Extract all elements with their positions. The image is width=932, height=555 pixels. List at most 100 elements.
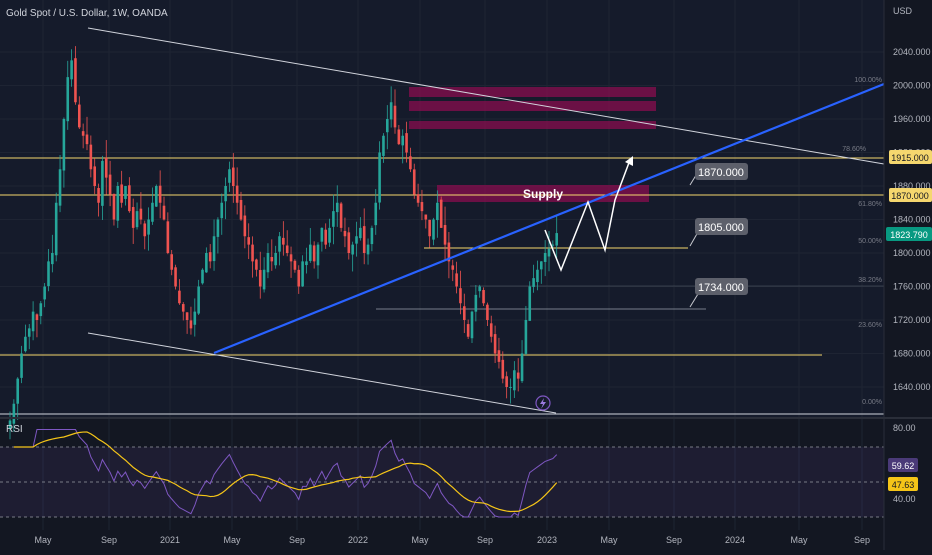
time-tick-label: Sep	[289, 535, 305, 545]
candle-body	[66, 77, 70, 122]
candle-body	[78, 104, 81, 128]
time-tick-label: 2022	[348, 535, 368, 545]
candle-body	[27, 328, 31, 337]
candle-body	[409, 156, 412, 170]
candle-body	[289, 254, 293, 262]
candle-body	[397, 129, 401, 145]
candle-body	[343, 230, 347, 237]
candle-body	[528, 286, 532, 321]
candle-body	[151, 202, 154, 222]
rsi-axis-80: 80.00	[893, 423, 916, 433]
candle-body	[47, 261, 50, 287]
rsi-ma-value-text: 47.63	[892, 480, 915, 490]
candle-body	[416, 194, 420, 203]
price-tick-label: 1720.000	[893, 315, 931, 325]
chart-title: Gold Spot / U.S. Dollar, 1W, OANDA	[6, 8, 168, 19]
candle-body	[232, 167, 235, 186]
candle-body	[216, 219, 220, 237]
candle-body	[143, 223, 147, 237]
callout-1805[interactable]: 1805.000	[689, 218, 748, 247]
candle-body	[139, 208, 143, 220]
candle-body	[332, 211, 335, 227]
candle-body	[81, 131, 85, 136]
candle-body	[374, 202, 378, 226]
candle-body	[155, 186, 158, 207]
candle-body	[463, 306, 466, 320]
callout-box	[695, 218, 748, 235]
candle-body	[251, 244, 254, 262]
time-tick-label: Sep	[854, 535, 870, 545]
candle-body	[547, 248, 551, 257]
candle-body	[58, 169, 62, 206]
fib-label-786: 78.60%	[842, 146, 866, 153]
time-tick-label: May	[223, 535, 241, 545]
candle-body	[424, 214, 428, 220]
rsi-title: RSI	[6, 424, 23, 435]
candle-body	[436, 202, 439, 221]
candle-body	[228, 169, 231, 183]
candle-body	[359, 227, 362, 239]
candle-body	[135, 211, 139, 228]
candle-body	[486, 304, 489, 320]
candle-body	[278, 236, 281, 252]
candle-body	[378, 152, 381, 203]
callout-box	[695, 163, 748, 180]
rsi-axis-40: 40.00	[893, 494, 916, 504]
candle-body	[258, 270, 262, 287]
candle-body	[266, 253, 270, 273]
candle-body	[93, 166, 96, 186]
candle-body	[243, 215, 247, 237]
candle-body	[39, 303, 43, 317]
level-tag-1870: 1870.000	[889, 188, 932, 202]
candle-body	[478, 286, 481, 292]
candle-body	[459, 288, 462, 304]
candle-body	[320, 227, 324, 242]
candle-body	[62, 119, 66, 171]
supply-zone-1	[409, 87, 656, 97]
candle-body	[428, 219, 431, 237]
candle-body	[181, 304, 185, 312]
candle-body	[412, 169, 416, 195]
candle-body	[239, 199, 243, 220]
candle-body	[235, 185, 239, 203]
candle-body	[24, 336, 27, 352]
fib-label-0: 0.00%	[862, 399, 882, 406]
time-axis[interactable]: May Sep 2021 May Sep 2022 May Sep 2023 May Sep 2024…	[34, 535, 870, 545]
candle-body	[224, 186, 227, 202]
candle-body	[35, 314, 39, 320]
time-tick-label: 2021	[160, 535, 180, 545]
candle-body	[301, 261, 304, 287]
projection-path[interactable]	[544, 159, 631, 273]
callout-1734[interactable]: 1734.000	[689, 278, 748, 308]
candle-body	[212, 236, 216, 262]
candle-body	[255, 259, 258, 270]
candle-body	[540, 261, 543, 270]
candle-body	[351, 244, 354, 255]
candle-body	[335, 202, 339, 213]
candle-body	[112, 193, 116, 220]
candle-body	[370, 227, 374, 245]
channel-upper-line[interactable]	[87, 27, 885, 165]
candle-body	[131, 207, 135, 228]
time-tick-label: Sep	[666, 535, 682, 545]
last-price-tag: 1823.790	[886, 227, 932, 241]
candle-body	[551, 244, 555, 246]
supply-zone-main[interactable]	[437, 185, 649, 202]
candle-body	[505, 376, 508, 387]
rsi-ma-line	[13, 431, 558, 513]
candle-body	[386, 119, 389, 133]
candle-body	[297, 269, 301, 287]
channel-lower-line[interactable]	[87, 332, 557, 414]
lightning-icon[interactable]	[535, 395, 551, 411]
candle-body	[189, 320, 193, 329]
candle-body	[382, 135, 385, 156]
supply-zone-2	[409, 101, 656, 111]
candle-body	[274, 253, 277, 266]
candle-body	[282, 237, 285, 245]
blue-trendline[interactable]	[213, 82, 885, 355]
candle-body	[12, 403, 16, 424]
callout-1870[interactable]: 1870.000	[689, 163, 748, 186]
candle-body	[89, 144, 93, 170]
candle-body	[201, 269, 204, 284]
